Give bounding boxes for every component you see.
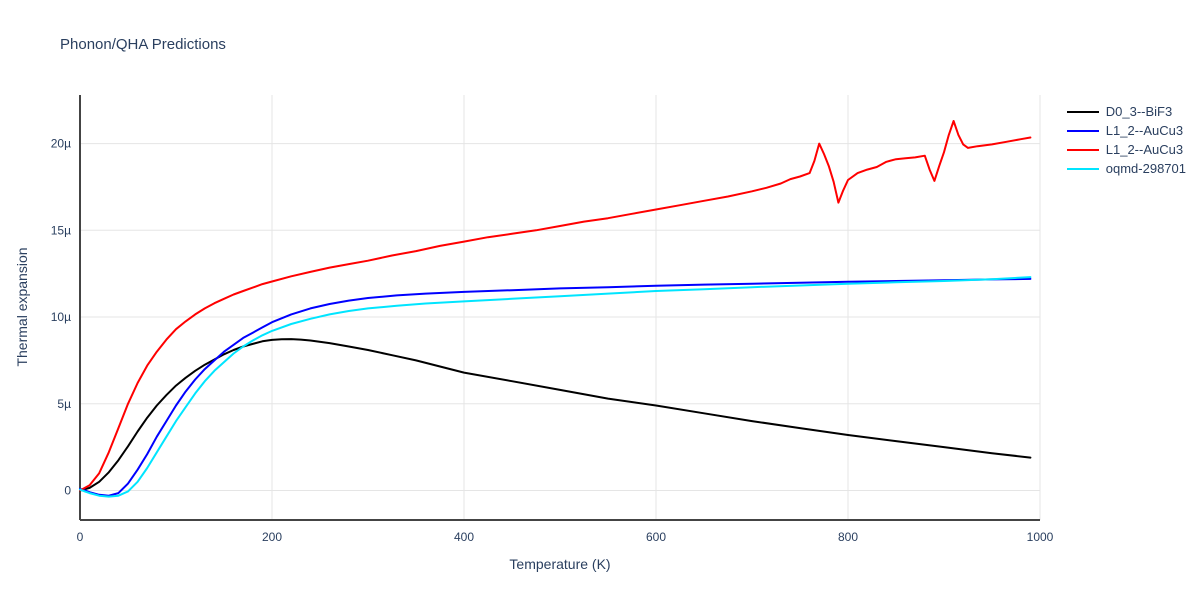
legend-label: L1_2--AuCu3: [1105, 123, 1184, 138]
chart-title: Phonon/QHA Predictions: [60, 36, 226, 53]
series-line-0: [79, 338, 1032, 492]
x-tick-label: 400: [454, 530, 474, 544]
y-tick-label: 10µ: [51, 310, 71, 324]
gridlines: [79, 95, 1041, 520]
series-line-3: [79, 276, 1032, 498]
legend-item-0[interactable]: D0_3--BiF3: [1066, 104, 1173, 119]
series-line-2: [79, 120, 1032, 492]
x-tick-label: 800: [838, 530, 858, 544]
legend-label: L1_2--AuCu3: [1105, 142, 1184, 157]
legend: D0_3--BiF3 L1_2--AuCu3 L1_2--AuCu3 oqmd-298…: [1066, 104, 1186, 176]
series-lines: [79, 120, 1032, 498]
y-tick-label: 0: [64, 484, 71, 498]
x-axis-title: Temperature (K): [509, 556, 611, 572]
y-tick-label: 5µ: [57, 397, 71, 411]
legend-line-swatch: [1066, 167, 1099, 170]
x-tick-label: 600: [646, 530, 666, 544]
y-tick-label: 20µ: [51, 137, 71, 151]
legend-item-3[interactable]: oqmd-298701: [1066, 161, 1186, 176]
x-tick-label: 200: [262, 530, 282, 544]
legend-item-2[interactable]: L1_2--AuCu3: [1066, 142, 1184, 157]
series-line-1: [79, 277, 1032, 497]
x-tick-label: 1000: [1027, 530, 1054, 544]
legend-item-1[interactable]: L1_2--AuCu3: [1066, 123, 1184, 138]
y-tick-label: 15µ: [51, 223, 71, 237]
legend-line-swatch: [1066, 148, 1099, 151]
legend-line-swatch: [1066, 129, 1099, 132]
legend-line-swatch: [1066, 110, 1099, 113]
legend-label: oqmd-298701: [1105, 161, 1186, 176]
x-tick-label: 0: [77, 530, 84, 544]
legend-label: D0_3--BiF3: [1105, 104, 1173, 119]
